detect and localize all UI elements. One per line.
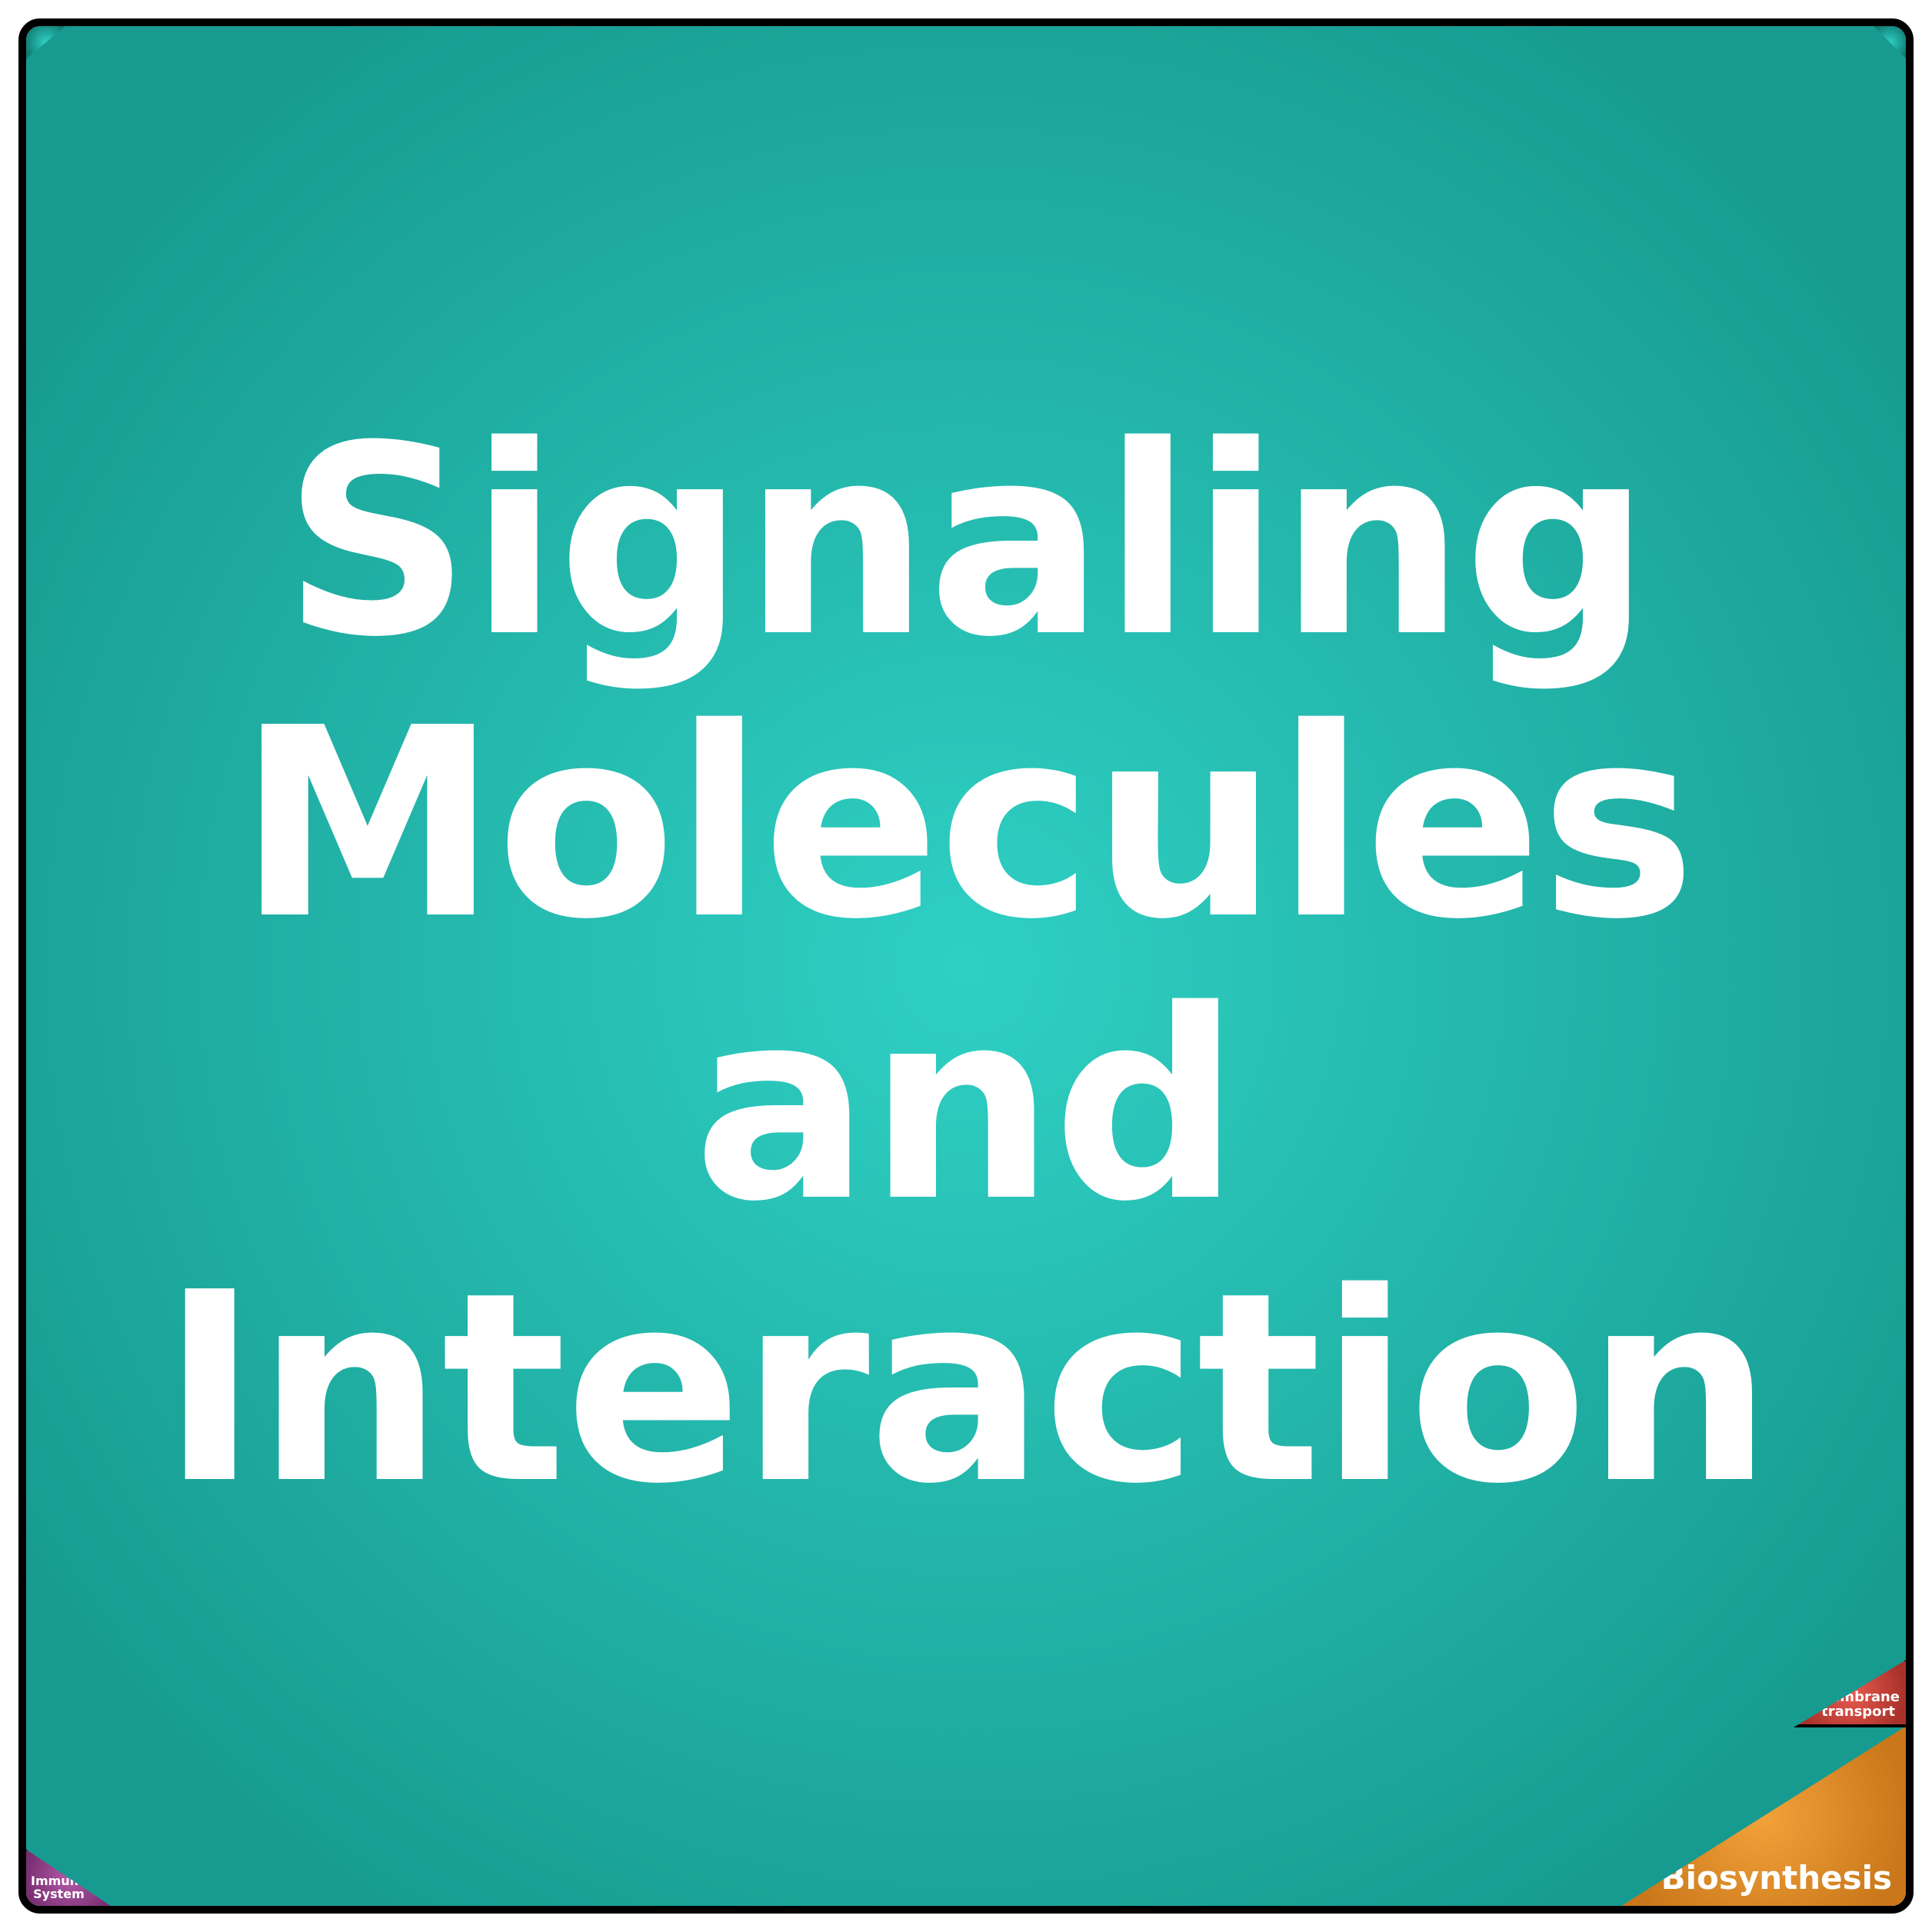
tile-label: Biosynthesis [1661,1861,1892,1895]
tile-signaling-molecules: Signaling Molecules and Interaction [26,26,1906,1906]
tile-label: Signaling Molecules and Interaction [115,401,1817,1531]
treemap-frame: Signaling Molecules and Interaction Memb… [18,18,1914,1914]
